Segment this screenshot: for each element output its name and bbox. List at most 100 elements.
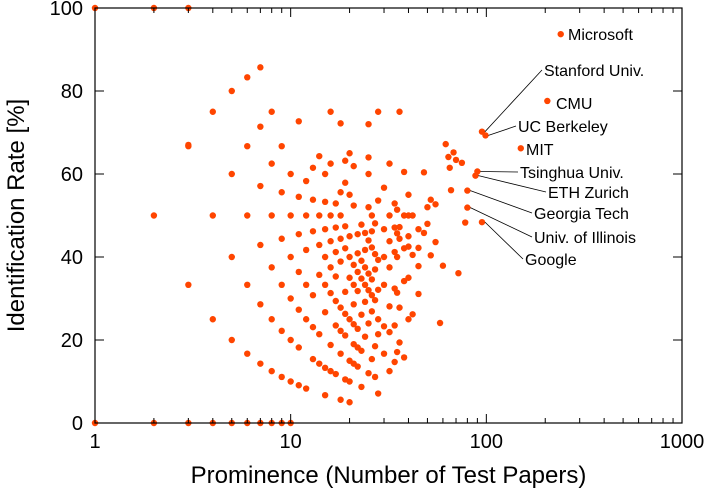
data-point: [302, 177, 310, 185]
data-point: [391, 248, 398, 256]
data-point: [393, 230, 401, 237]
data-point: [257, 182, 264, 190]
data-point: [358, 275, 365, 282]
annotation-leader-line: [470, 190, 533, 214]
data-point: [295, 230, 302, 238]
data-point: [354, 363, 361, 370]
data-point: [354, 268, 361, 276]
data-point: [346, 233, 353, 240]
data-point: [268, 264, 275, 271]
data-point: [365, 170, 372, 178]
data-point: [321, 253, 329, 261]
point-annotation-label: MIT: [526, 142, 554, 159]
data-point: [544, 97, 551, 105]
data-point: [302, 385, 310, 392]
data-point: [374, 330, 382, 338]
data-point: [424, 220, 431, 227]
data-point: [302, 316, 310, 323]
y-axis-title: Identification Rate [%]: [3, 99, 30, 332]
data-point: [420, 169, 428, 176]
data-point: [268, 316, 275, 323]
data-point: [257, 241, 264, 249]
point-annotation-label: Univ. of Illinois: [534, 230, 636, 247]
point-annotations: Microsoft Stanford Univ. CMU UC Berkeley MIT…: [470, 27, 644, 269]
data-point: [427, 196, 434, 203]
data-point: [337, 396, 344, 403]
data-point: [316, 241, 323, 249]
data-point: [327, 264, 334, 271]
data-point: [244, 212, 251, 219]
data-point: [415, 262, 422, 270]
x-tick-label: 100: [470, 431, 503, 453]
data-point: [332, 200, 339, 207]
x-tick-label: 1: [89, 431, 100, 453]
data-point: [400, 354, 408, 361]
data-point: [278, 235, 285, 242]
data-point: [321, 170, 329, 178]
y-tick-label: 100: [50, 0, 83, 20]
x-tick-label: 10: [280, 431, 302, 453]
point-annotation-label: ETH Zurich: [548, 185, 629, 202]
data-point: [342, 332, 349, 339]
data-point: [228, 253, 235, 261]
data-point: [478, 218, 486, 226]
annotation-leader-line: [488, 125, 517, 136]
data-point: [409, 251, 416, 259]
data-point: [302, 246, 310, 254]
x-axis-title: Prominence (Number of Test Papers): [191, 462, 587, 489]
data-point: [244, 350, 251, 357]
data-point: [257, 123, 264, 130]
data-point: [371, 373, 379, 381]
point-annotation-label: CMU: [556, 96, 592, 113]
data-point: [361, 246, 369, 254]
data-point: [321, 225, 329, 233]
data-point: [432, 201, 439, 208]
data-point: [321, 198, 329, 206]
data-point: [393, 348, 401, 356]
data-point: [371, 266, 379, 273]
data-point: [295, 268, 302, 276]
data-point: [346, 378, 353, 385]
data-point: [365, 370, 372, 377]
data-point: [244, 281, 251, 289]
data-point: [316, 330, 323, 338]
data-point: [393, 253, 401, 261]
data-point: [332, 224, 339, 231]
data-point: [228, 170, 235, 178]
data-point: [337, 327, 344, 335]
data-point: [393, 206, 401, 213]
y-tick-label: 60: [61, 164, 83, 186]
data-point: [185, 281, 192, 289]
data-point: [327, 238, 334, 245]
data-point: [332, 370, 339, 378]
plot-area-frame: [94, 7, 683, 424]
data-point: [358, 383, 365, 391]
point-annotation-label: Google: [525, 252, 577, 269]
data-point: [327, 289, 334, 297]
data-point: [368, 355, 376, 363]
data-point: [278, 327, 285, 335]
data-point: [332, 297, 339, 305]
data-point: [346, 316, 353, 323]
data-point: [458, 159, 466, 166]
data-point: [346, 274, 353, 281]
y-tick-label: 0: [72, 413, 83, 435]
data-point: [309, 291, 317, 299]
data-point: [368, 291, 376, 299]
data-point: [380, 253, 388, 261]
data-point: [321, 308, 329, 316]
data-point: [309, 355, 317, 363]
point-annotation-label: Tsinghua Univ.: [520, 165, 624, 182]
data-point: [424, 204, 431, 211]
data-point: [436, 319, 444, 327]
data-point: [400, 168, 408, 176]
data-point: [346, 150, 353, 157]
data-point: [396, 223, 403, 231]
data-point: [371, 220, 379, 227]
point-annotation-label: Stanford Univ.: [544, 63, 644, 80]
data-point: [361, 281, 369, 289]
data-point: [361, 333, 369, 340]
data-point: [346, 191, 353, 198]
data-point: [295, 118, 302, 125]
data-point: [337, 120, 344, 127]
